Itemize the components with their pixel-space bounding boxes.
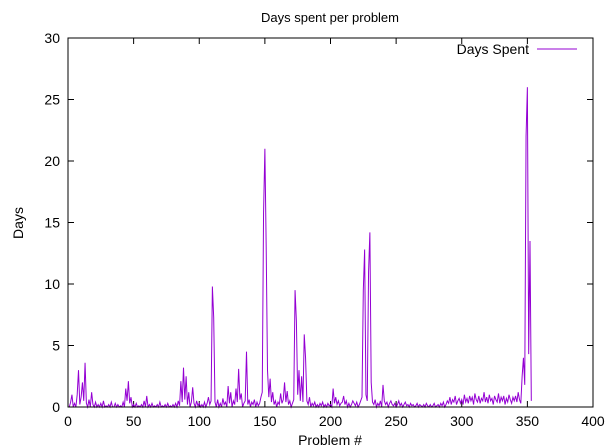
axis-ticks: 0 50 100 150 200 250 300 350 400 0 5 10 15 20 25 30 [44, 30, 604, 429]
legend: Days Spent [457, 41, 577, 57]
y-tick-label: 10 [44, 276, 60, 292]
x-tick-label: 350 [516, 413, 540, 429]
y-tick-label: 5 [52, 338, 60, 354]
x-tick-label: 200 [319, 413, 343, 429]
x-tick-label: 150 [253, 413, 277, 429]
x-tick-label: 250 [384, 413, 408, 429]
legend-label: Days Spent [457, 41, 529, 57]
x-tick-label: 400 [581, 413, 605, 429]
series-line-days-spent [68, 87, 532, 409]
x-tick-label: 0 [64, 413, 72, 429]
y-tick-label: 20 [44, 153, 60, 169]
x-tick-label: 100 [188, 413, 212, 429]
chart-title: Days spent per problem [261, 10, 399, 25]
x-tick-label: 50 [126, 413, 142, 429]
y-tick-label: 15 [44, 215, 60, 231]
plot-frame [67, 37, 594, 408]
y-tick-label: 30 [44, 30, 60, 46]
y-axis-label: Days [10, 207, 26, 239]
y-tick-label: 0 [52, 399, 60, 415]
x-tick-label: 300 [450, 413, 474, 429]
series-layer [68, 87, 532, 409]
x-axis-label: Problem # [298, 432, 362, 448]
y-tick-label: 25 [44, 92, 60, 108]
